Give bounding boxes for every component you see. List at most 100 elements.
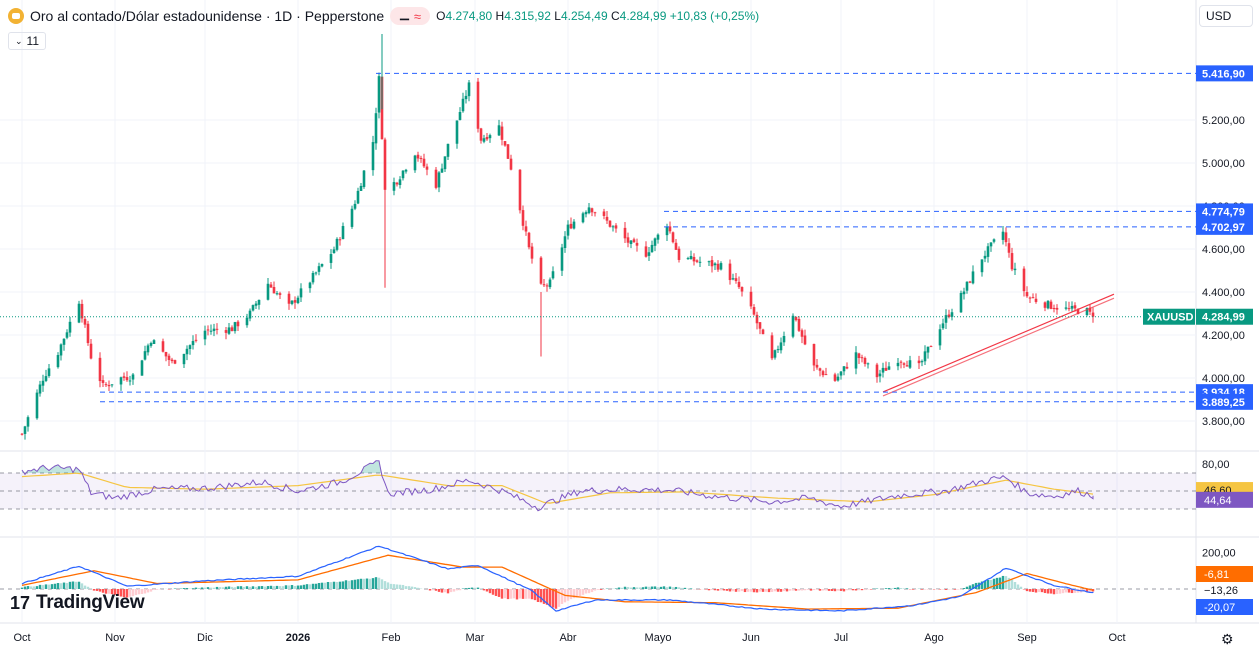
candle (506, 144, 510, 160)
macd-histogram-bar (623, 586, 627, 589)
candle (929, 345, 933, 348)
macd-histogram-bar (677, 587, 681, 589)
rsi-tag (1196, 491, 1253, 508)
candle (545, 283, 549, 292)
macd-histogram-bar (530, 589, 534, 600)
candle-body (689, 255, 693, 260)
candle (572, 219, 576, 230)
candle-body (128, 380, 132, 382)
macd-histogram-bar (335, 581, 339, 589)
trendline (882, 297, 1115, 397)
candle-body (1073, 305, 1077, 309)
macd-histogram-bar (551, 589, 555, 608)
candle (497, 119, 501, 137)
candle-body (164, 351, 168, 357)
candle (215, 323, 219, 335)
candle (779, 337, 783, 354)
macd-histogram-bar (281, 586, 285, 589)
candle-body (695, 260, 699, 262)
candle (227, 323, 231, 335)
macd-histogram-bar (650, 586, 654, 589)
candle-body (467, 82, 471, 97)
candle (251, 304, 255, 312)
candle-body (194, 339, 198, 341)
price-tick-label: 5.000,00 (1202, 158, 1245, 170)
candle-body (569, 223, 573, 229)
candle (308, 281, 312, 293)
macd-histogram-bar (596, 589, 600, 590)
macd-histogram-bar (371, 578, 375, 589)
candle (290, 300, 294, 306)
macd-histogram-bar (617, 587, 621, 589)
close-label: C (611, 9, 620, 23)
candle-body (791, 315, 795, 337)
candle-body (572, 221, 576, 229)
macd-histogram-bar (41, 585, 45, 589)
candle (1043, 301, 1047, 312)
candle-body (782, 336, 786, 343)
candle (542, 279, 546, 287)
tradingview-mark-icon: 17 (10, 592, 31, 613)
candle-body (461, 98, 465, 112)
candle (881, 362, 885, 378)
macd-histogram-bar (218, 587, 222, 589)
macd-histogram-bar (524, 589, 528, 599)
candle (1049, 299, 1053, 310)
candle-body (350, 208, 354, 227)
macd-histogram-bar (599, 589, 603, 590)
candle (749, 286, 753, 310)
macd-histogram-bar (656, 587, 660, 589)
macd-histogram-bar (785, 589, 789, 592)
macd-histogram-bar (80, 583, 84, 589)
macd-histogram-bar (230, 586, 234, 589)
candle-body (902, 363, 906, 365)
candle-body (1067, 308, 1071, 310)
candle-body (35, 392, 39, 419)
tradingview-logo[interactable]: 17 TradingView (10, 592, 145, 614)
currency-selector[interactable]: USD (1199, 5, 1253, 27)
indicator-toggle-button[interactable]: ⌄ 11 (8, 32, 46, 50)
macd-histogram-bar (1061, 589, 1065, 594)
macd-histogram-bar (104, 589, 108, 594)
candle (608, 220, 612, 228)
macd-histogram-bar (983, 580, 987, 589)
candle (740, 286, 744, 297)
candle (206, 325, 210, 336)
candle (488, 133, 492, 143)
candle-body (896, 362, 900, 367)
macd-histogram-bar (860, 589, 864, 591)
candle-body (149, 343, 153, 346)
macd-histogram-bar (443, 589, 447, 593)
macd-histogram-bar (128, 589, 132, 597)
candle-body (530, 246, 534, 259)
macd-histogram-bar (857, 589, 861, 591)
macd-histogram-bar (548, 589, 552, 607)
macd-histogram-bar (734, 589, 738, 592)
macd-histogram-bar (884, 588, 888, 589)
macd-histogram-bar (32, 586, 36, 589)
candle-body (1046, 300, 1050, 309)
candle-body (161, 341, 165, 352)
candle-body (335, 238, 339, 250)
macd-histogram-bar (245, 586, 249, 589)
macd-histogram-bar (794, 589, 798, 591)
chart-title[interactable]: Oro al contado/Dólar estadounidense · 1D… (30, 8, 385, 24)
tradingview-wordmark: TradingView (36, 592, 145, 613)
macd-histogram-bar (749, 589, 753, 592)
macd-histogram-bar (191, 588, 195, 589)
price-level-tag (1196, 393, 1253, 410)
macd-histogram-bar (68, 581, 72, 589)
macd-histogram-bar (329, 582, 333, 589)
macd-histogram-bar (437, 589, 441, 592)
macd-histogram-bar (1058, 589, 1062, 594)
macd-histogram-bar (1037, 589, 1041, 593)
macd-histogram-bar (59, 583, 63, 589)
macd-histogram-bar (311, 583, 315, 589)
candle-body (107, 384, 111, 387)
symbol-label: XAUUSD (1147, 312, 1194, 324)
market-status-badge[interactable]: ⚊ ≈ (390, 7, 431, 25)
candle (698, 256, 702, 268)
candle (950, 308, 954, 321)
gear-icon[interactable]: ⚙ (1221, 631, 1234, 647)
